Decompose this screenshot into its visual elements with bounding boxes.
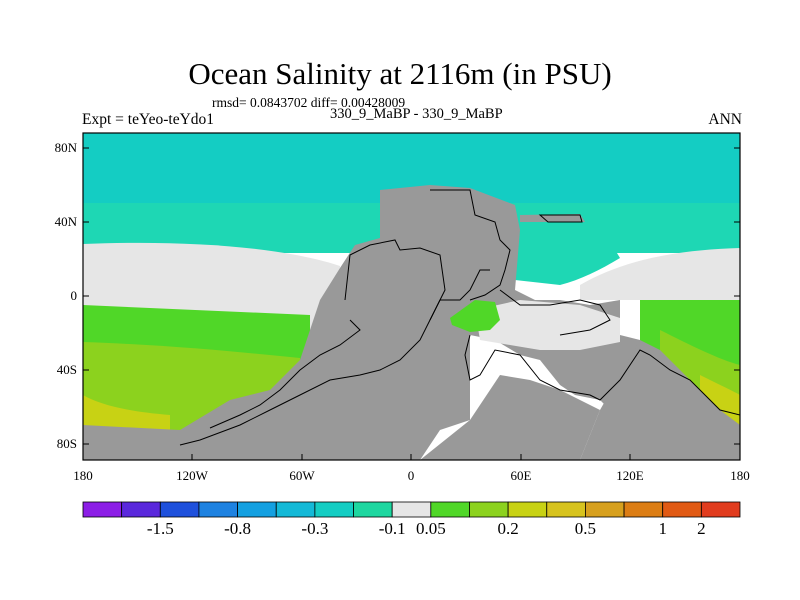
colorbar-swatch: [469, 501, 509, 518]
colorbar-label: -0.3: [301, 519, 328, 538]
coastline-outlines: [179, 189, 740, 446]
colorbar-label: -0.8: [224, 519, 251, 538]
ocean-east-neutral-band: [580, 248, 740, 300]
experiment-period-label: 330_9_MaBP - 330_9_MaBP: [330, 106, 503, 122]
ocean-inner-basin-neutral: [475, 300, 620, 350]
map-field: [83, 133, 740, 460]
colorbar-swatch: [121, 501, 161, 518]
x-tick-label-0: 180: [73, 468, 93, 483]
coastline-north-block: [538, 214, 583, 223]
colorbar: [82, 501, 741, 518]
colorbar-swatch: [314, 501, 354, 518]
colorbar-swatch: [507, 501, 548, 518]
colorbar-swatch: [237, 501, 277, 518]
colorbar-label: 0.05: [416, 519, 446, 538]
land-northern-block: [520, 214, 585, 222]
colorbar-label: 1: [658, 519, 667, 538]
coastline-south: [464, 334, 740, 416]
x-tick-label-4: 60E: [511, 468, 532, 483]
colorbar-label: 2: [697, 519, 706, 538]
axis-ticks: [82, 147, 741, 460]
x-tick-label-1: 120W: [176, 468, 209, 483]
coastline-east-basin: [499, 289, 611, 336]
colorbar-swatch: [82, 501, 123, 518]
season-label: ANN: [708, 111, 742, 128]
colorbar-label: 0.2: [497, 519, 518, 538]
colorbar-swatch: [159, 501, 200, 518]
colorbar-swatch: [546, 501, 586, 518]
x-tick-label-6: 180: [730, 468, 750, 483]
map-title: Ocean Salinity at 2116m (in PSU): [188, 56, 612, 91]
colorbar-swatch: [585, 501, 625, 518]
colorbar-swatch: [353, 501, 393, 518]
land-pangaea-west: [83, 185, 645, 460]
colorbar-swatch: [430, 501, 470, 518]
x-tick-label-5: 120E: [616, 468, 644, 483]
colorbar-swatch: [391, 501, 432, 518]
colorbar-swatch: [700, 501, 741, 518]
coastline-interior: [430, 189, 511, 301]
y-tick-label-4: 80S: [57, 436, 77, 451]
coastline-west: [179, 239, 446, 446]
colorbar-label: -1.5: [147, 519, 174, 538]
coastline-southwest: [209, 319, 361, 429]
colorbar-label: -0.1: [379, 519, 406, 538]
y-tick-label-3: 40S: [57, 362, 77, 377]
colorbar-label: 0.5: [575, 519, 596, 538]
colorbar-swatch: [662, 501, 702, 518]
y-tick-label-0: 80N: [55, 140, 78, 155]
colorbar-swatch: [623, 501, 664, 518]
colorbar-swatch: [198, 501, 238, 518]
y-tick-label-1: 40N: [55, 214, 78, 229]
rmsd-diff-label: rmsd= 0.0843702 diff= 0.00428009: [212, 95, 406, 110]
ocean-inner-basin-teal: [515, 225, 620, 285]
x-tick-label-2: 60W: [289, 468, 315, 483]
y-tick-label-2: 0: [71, 288, 78, 303]
experiment-name-label: Expt = teYeo-teYdo1: [82, 111, 215, 128]
coastline-tethys: [429, 269, 490, 321]
land-pangaea-east: [580, 340, 740, 460]
colorbar-labels: -1.5 -0.8 -0.3 -0.1 0.05 0.2 0.5 1 2: [147, 519, 706, 538]
land-south-lobe: [420, 375, 600, 460]
colorbar-swatch: [275, 501, 316, 518]
x-tick-label-3: 0: [408, 468, 415, 483]
ocean-green-inlet: [450, 300, 500, 332]
